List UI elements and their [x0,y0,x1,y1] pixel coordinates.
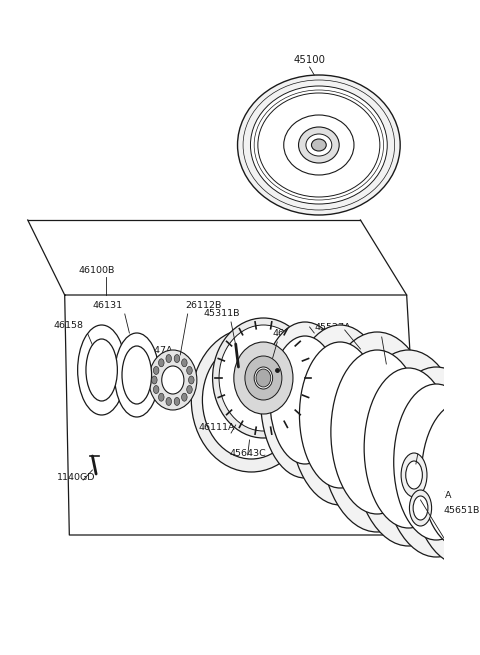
Ellipse shape [158,393,164,402]
Ellipse shape [270,336,340,464]
Text: 46159: 46159 [414,443,444,452]
Text: 45643C: 45643C [229,449,266,458]
Text: 45644: 45644 [360,339,390,348]
Ellipse shape [115,333,159,417]
Ellipse shape [213,318,314,438]
Ellipse shape [320,332,434,532]
Ellipse shape [299,127,339,163]
Ellipse shape [401,453,427,497]
Ellipse shape [234,342,293,414]
Ellipse shape [394,384,479,540]
Ellipse shape [289,325,391,505]
Ellipse shape [258,93,380,197]
Ellipse shape [192,328,312,472]
Text: 45527A: 45527A [314,323,351,332]
Ellipse shape [162,366,184,394]
Ellipse shape [189,376,194,384]
Ellipse shape [306,134,332,156]
Ellipse shape [421,402,480,548]
Ellipse shape [181,359,187,367]
Ellipse shape [284,115,354,175]
Ellipse shape [256,369,271,387]
Text: 46131: 46131 [93,301,122,310]
Text: 45577A: 45577A [416,491,452,500]
Ellipse shape [158,359,164,367]
Ellipse shape [174,398,180,405]
Text: 45311B: 45311B [204,309,240,318]
Ellipse shape [409,490,432,526]
Ellipse shape [364,368,453,528]
Ellipse shape [174,354,180,363]
Text: 45681: 45681 [386,354,416,363]
Ellipse shape [166,354,171,363]
Text: 46159: 46159 [405,511,435,520]
Ellipse shape [453,429,480,545]
Ellipse shape [86,339,118,401]
Text: 45651B: 45651B [444,506,480,515]
Ellipse shape [152,376,157,384]
Ellipse shape [444,415,480,559]
Ellipse shape [154,366,159,375]
Ellipse shape [238,75,400,215]
Ellipse shape [187,366,192,375]
Ellipse shape [219,325,308,431]
Text: 45100: 45100 [294,55,325,65]
Ellipse shape [154,386,159,394]
Ellipse shape [78,325,126,415]
Text: 45247A: 45247A [137,346,173,355]
Ellipse shape [254,367,273,389]
Text: 46155: 46155 [273,329,303,338]
Text: 1140GD: 1140GD [57,473,96,482]
Text: 46158: 46158 [54,321,84,330]
Ellipse shape [300,342,381,488]
Ellipse shape [187,386,192,394]
Text: 26112B: 26112B [185,301,221,310]
Ellipse shape [312,139,326,151]
Ellipse shape [406,461,422,489]
Ellipse shape [122,346,152,404]
Text: 46111A: 46111A [199,423,235,432]
Ellipse shape [383,367,480,557]
Ellipse shape [245,356,282,400]
Ellipse shape [149,350,197,410]
Ellipse shape [251,86,387,204]
Ellipse shape [203,341,300,459]
Ellipse shape [353,350,464,546]
Ellipse shape [181,393,187,402]
Ellipse shape [331,350,423,514]
Text: 46100B: 46100B [79,266,115,275]
Ellipse shape [411,385,480,565]
Ellipse shape [166,398,171,405]
Ellipse shape [413,496,428,520]
Ellipse shape [261,322,349,478]
